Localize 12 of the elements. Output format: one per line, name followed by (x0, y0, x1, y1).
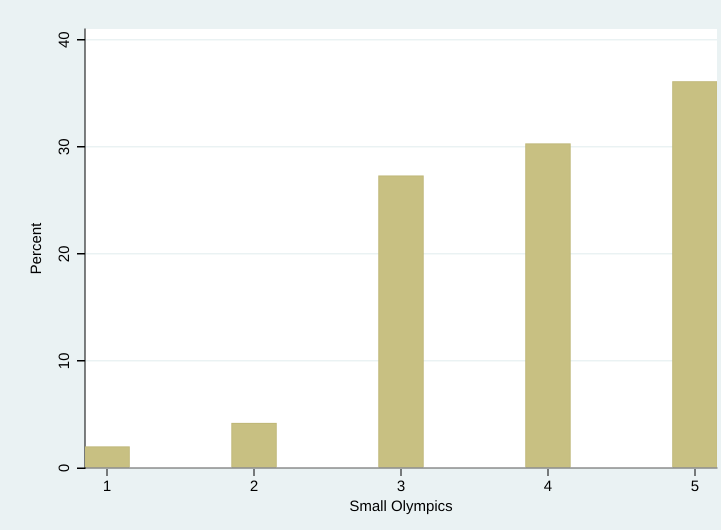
y-tick-label: 30 (56, 138, 74, 156)
x-tick-label: 2 (250, 478, 258, 496)
y-tick-label: 20 (56, 246, 74, 262)
y-tick-label: 0 (56, 464, 74, 472)
x-tick-label: 3 (396, 478, 406, 496)
x-axis-title: Small Olympics (349, 498, 453, 516)
x-tick-label: 5 (690, 478, 700, 496)
y-tick-label: 40 (56, 31, 74, 48)
y-tick-label: 10 (56, 352, 74, 370)
x-tick-label: 1 (102, 478, 112, 496)
y-axis-title: Percent (28, 222, 46, 274)
x-tick-label: 4 (544, 478, 552, 496)
